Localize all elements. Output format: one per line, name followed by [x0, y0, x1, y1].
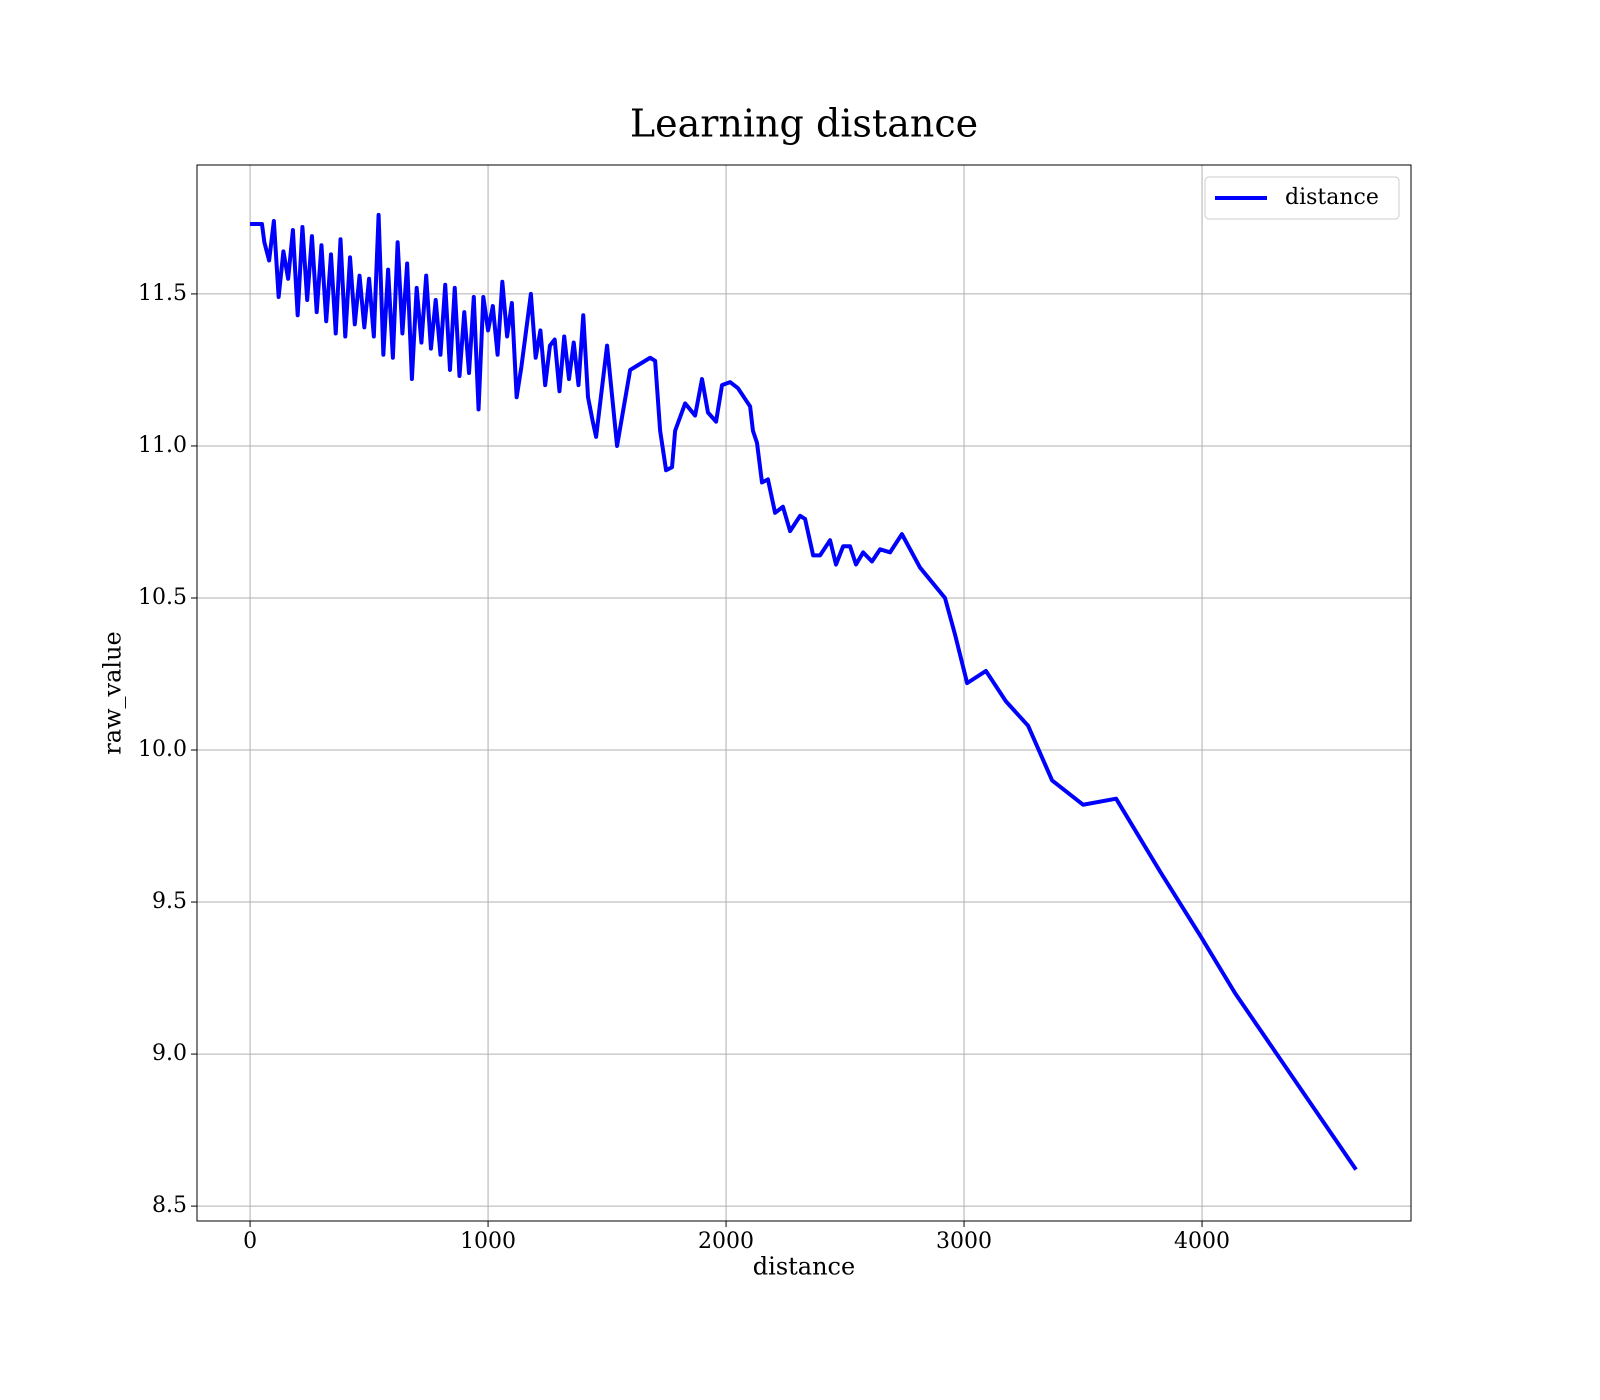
x-tick-label: 3000	[936, 1229, 992, 1254]
y-axis-label: raw_value	[99, 631, 127, 755]
chart-title: Learning distance	[630, 102, 978, 146]
x-axis-label: distance	[753, 1253, 855, 1281]
legend-label: distance	[1285, 185, 1379, 210]
y-tick-label: 11.0	[138, 433, 187, 458]
legend-frame	[1204, 176, 1400, 220]
legend: distance	[1204, 176, 1400, 220]
x-tick-label: 1000	[460, 1229, 516, 1254]
x-tick-label: 2000	[698, 1229, 754, 1254]
data-line	[250, 212, 1358, 1171]
x-tick-label: 4000	[1174, 1229, 1230, 1254]
y-tick-label: 9.0	[152, 1041, 187, 1066]
y-tick-label: 9.5	[152, 889, 187, 914]
x-tick-label: 0	[243, 1229, 257, 1254]
plot-frame	[196, 164, 1412, 1222]
y-tick-label: 10.5	[138, 585, 187, 610]
y-tick-label: 11.5	[138, 281, 187, 306]
y-tick-label: 10.0	[138, 737, 187, 762]
y-tick-label: 8.5	[152, 1193, 187, 1218]
